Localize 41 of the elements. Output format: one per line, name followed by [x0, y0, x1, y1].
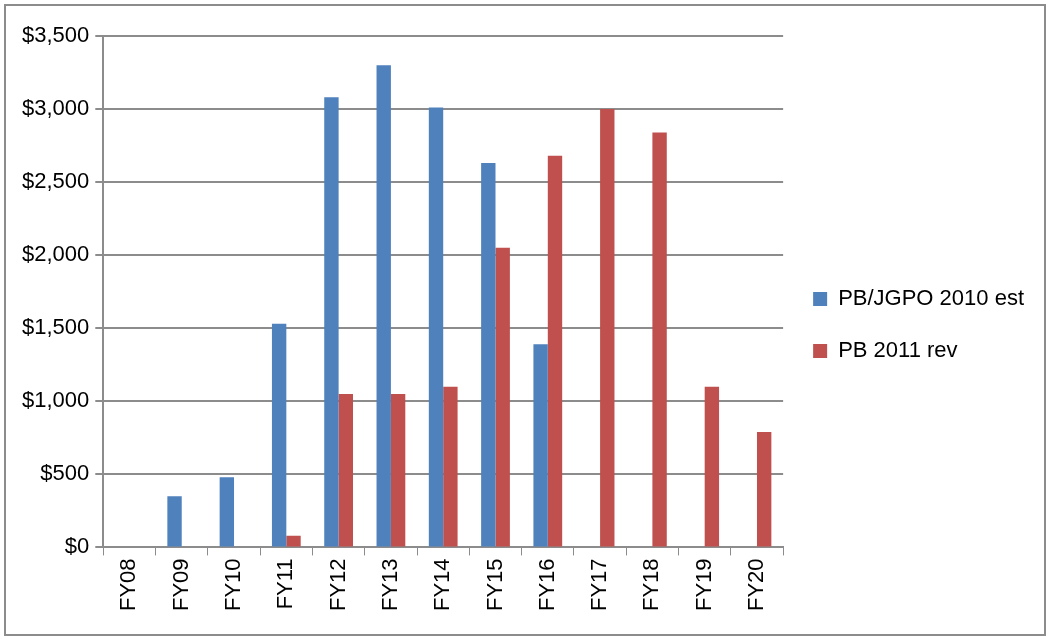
y-tick-label: $0: [64, 533, 90, 559]
legend-label: PB 2011 rev: [838, 337, 958, 363]
x-tick-label: FY08: [115, 558, 141, 612]
y-tick-label: $3,000: [21, 95, 90, 121]
bar: [376, 65, 391, 547]
y-tick-label: $2,000: [21, 241, 90, 267]
legend-label: PB/JGPO 2010 est: [838, 285, 1024, 311]
x-tick-label: FY10: [220, 558, 246, 612]
y-tick-label: $500: [40, 460, 90, 486]
bar: [547, 155, 563, 547]
bar: [443, 386, 458, 547]
bar: [495, 247, 510, 547]
bar: [481, 163, 496, 547]
bar: [652, 132, 667, 547]
bar: [271, 323, 287, 547]
y-tick-label: $2,500: [21, 168, 90, 194]
x-tick-label: FY14: [429, 558, 455, 612]
bar: [324, 97, 339, 547]
x-tick-label: FY09: [167, 558, 193, 612]
x-tick-label: FY11: [272, 558, 298, 610]
x-tick-label: FY16: [533, 558, 559, 612]
x-tick-label: FY19: [690, 558, 716, 612]
x-tick-label: FY17: [586, 558, 612, 612]
bar: [167, 496, 182, 547]
bar: [390, 393, 406, 547]
y-tick-label: $1,500: [21, 314, 90, 340]
bar: [286, 535, 301, 547]
x-tick-label: FY18: [638, 558, 664, 612]
x-tick-label: FY12: [324, 558, 350, 612]
y-tick-label: $3,500: [21, 22, 90, 48]
bar: [756, 431, 772, 547]
bar: [704, 386, 720, 547]
bar: [219, 477, 235, 547]
bar: [428, 107, 444, 547]
bar: [533, 344, 548, 547]
x-tick-label: FY20: [743, 558, 769, 612]
bar: [600, 109, 615, 547]
x-tick-label: FY15: [481, 558, 507, 612]
x-tick-label: FY13: [376, 558, 402, 612]
y-tick-label: $1,000: [21, 387, 90, 413]
bar: [338, 393, 353, 547]
